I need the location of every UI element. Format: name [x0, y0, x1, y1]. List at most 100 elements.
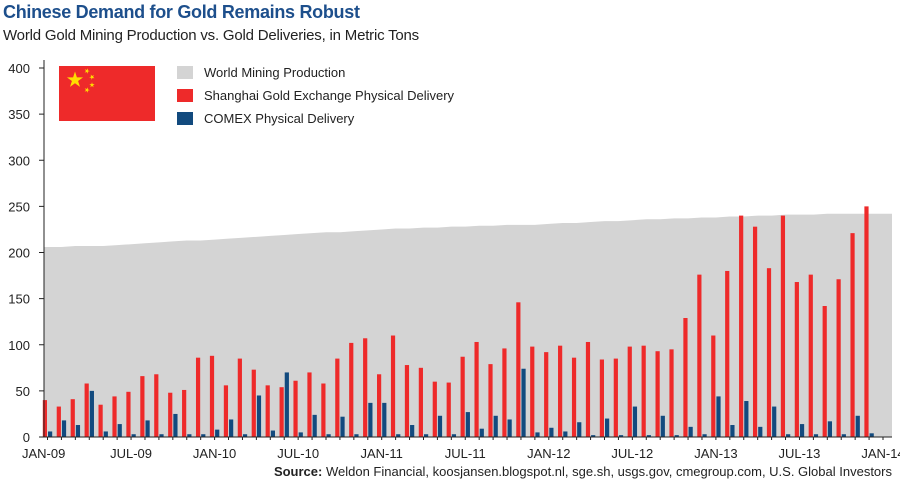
x-tick-label: JAN-11	[361, 446, 403, 461]
chart-title: Chinese Demand for Gold Remains Robust	[3, 2, 360, 22]
legend: World Mining Production Shanghai Gold Ex…	[177, 65, 455, 126]
comex-bar	[563, 431, 568, 437]
comex-bar	[229, 419, 234, 437]
y-tick-label: 250	[8, 199, 30, 214]
comex-bar	[382, 402, 387, 437]
legend-label-comex: COMEX Physical Delivery	[204, 111, 355, 126]
comex-bar	[730, 425, 735, 437]
sge-bar	[752, 226, 758, 437]
x-tick-label: JUL-10	[277, 446, 319, 461]
comex-bar	[535, 432, 540, 437]
comex-bar	[312, 414, 317, 437]
sge-bar	[335, 358, 340, 437]
y-tick-label: 200	[8, 246, 30, 261]
comex-bar	[799, 424, 805, 437]
sge-bar	[627, 346, 632, 437]
sge-bar	[432, 381, 437, 437]
sge-bar	[126, 391, 131, 437]
sge-bar	[599, 359, 604, 437]
comex-bar	[493, 415, 498, 437]
y-tick-label: 100	[8, 338, 30, 353]
comex-bar	[632, 406, 638, 437]
sge-bar	[70, 399, 75, 437]
y-tick-label: 300	[8, 153, 30, 168]
comex-bar	[131, 434, 136, 437]
sge-bar	[836, 279, 841, 437]
legend-swatch-comex	[177, 112, 193, 125]
sge-bar	[56, 406, 61, 437]
sge-bar	[195, 357, 201, 437]
sge-bar	[488, 364, 493, 437]
sge-bar	[725, 270, 730, 437]
sge-bar	[377, 374, 382, 437]
comex-bar	[410, 425, 415, 437]
sge-bar	[251, 369, 256, 437]
comex-bar	[284, 372, 289, 437]
comex-bar	[159, 434, 164, 437]
sge-bar	[460, 356, 465, 437]
comex-bar	[298, 432, 303, 437]
sge-bar	[794, 282, 799, 437]
comex-bar	[451, 434, 457, 437]
sge-bar	[683, 318, 688, 437]
comex-bar	[577, 422, 582, 437]
comex-bar	[786, 434, 791, 437]
comex-bar	[75, 425, 81, 437]
comex-bar	[173, 413, 178, 437]
x-tick-label: JAN-14	[861, 446, 900, 461]
sge-bar	[390, 335, 396, 437]
x-tick-label: JAN-10	[193, 446, 236, 461]
china-flag-image	[59, 66, 155, 121]
sge-bar	[655, 351, 660, 437]
sge-bar	[808, 274, 813, 437]
comex-bar	[869, 433, 874, 437]
comex-bar	[521, 368, 526, 437]
x-tick-label: JUL-12	[611, 446, 653, 461]
sge-bar	[84, 383, 89, 437]
x-tick-label: JUL-11	[445, 446, 486, 461]
comex-bar	[242, 434, 248, 437]
production-area	[44, 213, 892, 437]
comex-bar	[758, 426, 763, 437]
sge-bar	[293, 380, 298, 437]
sge-bar	[223, 385, 229, 437]
sge-bar	[446, 382, 451, 437]
comex-bar	[103, 431, 108, 437]
comex-bar	[591, 435, 596, 437]
sge-bar	[321, 383, 326, 437]
comex-bar	[674, 435, 679, 437]
comex-bar	[326, 434, 331, 437]
legend-swatch-sge	[177, 89, 193, 102]
comex-bar	[813, 434, 819, 437]
legend-label-production: World Mining Production	[204, 65, 345, 80]
sge-bar	[850, 233, 855, 437]
comex-bar	[465, 412, 470, 437]
sge-bar	[585, 341, 591, 437]
comex-bar	[772, 406, 777, 437]
sge-bar	[404, 365, 410, 437]
sge-bar	[641, 345, 646, 437]
comex-bar	[479, 428, 484, 437]
sge-bar	[864, 206, 869, 438]
x-tick-label: JUL-13	[778, 446, 820, 461]
sge-bar	[571, 357, 577, 437]
sge-bar	[711, 335, 716, 437]
source-label: Source:	[273, 464, 323, 479]
comex-bar	[256, 395, 262, 437]
comex-bar	[61, 420, 67, 437]
comex-bar	[368, 402, 373, 437]
legend-swatch-production	[177, 66, 193, 79]
comex-bar	[744, 401, 749, 437]
comex-bar	[201, 434, 206, 437]
comex-bar	[48, 431, 53, 437]
flag-small-star	[84, 68, 90, 74]
sge-bar	[613, 358, 618, 437]
sge-bar	[154, 374, 159, 437]
flag-small-star	[89, 82, 95, 88]
comex-bar	[855, 415, 860, 437]
sge-bar	[516, 302, 521, 437]
sge-bar	[822, 306, 827, 437]
sge-bar	[279, 387, 284, 437]
flag-small-star	[84, 87, 90, 93]
comex-bar	[841, 434, 846, 437]
